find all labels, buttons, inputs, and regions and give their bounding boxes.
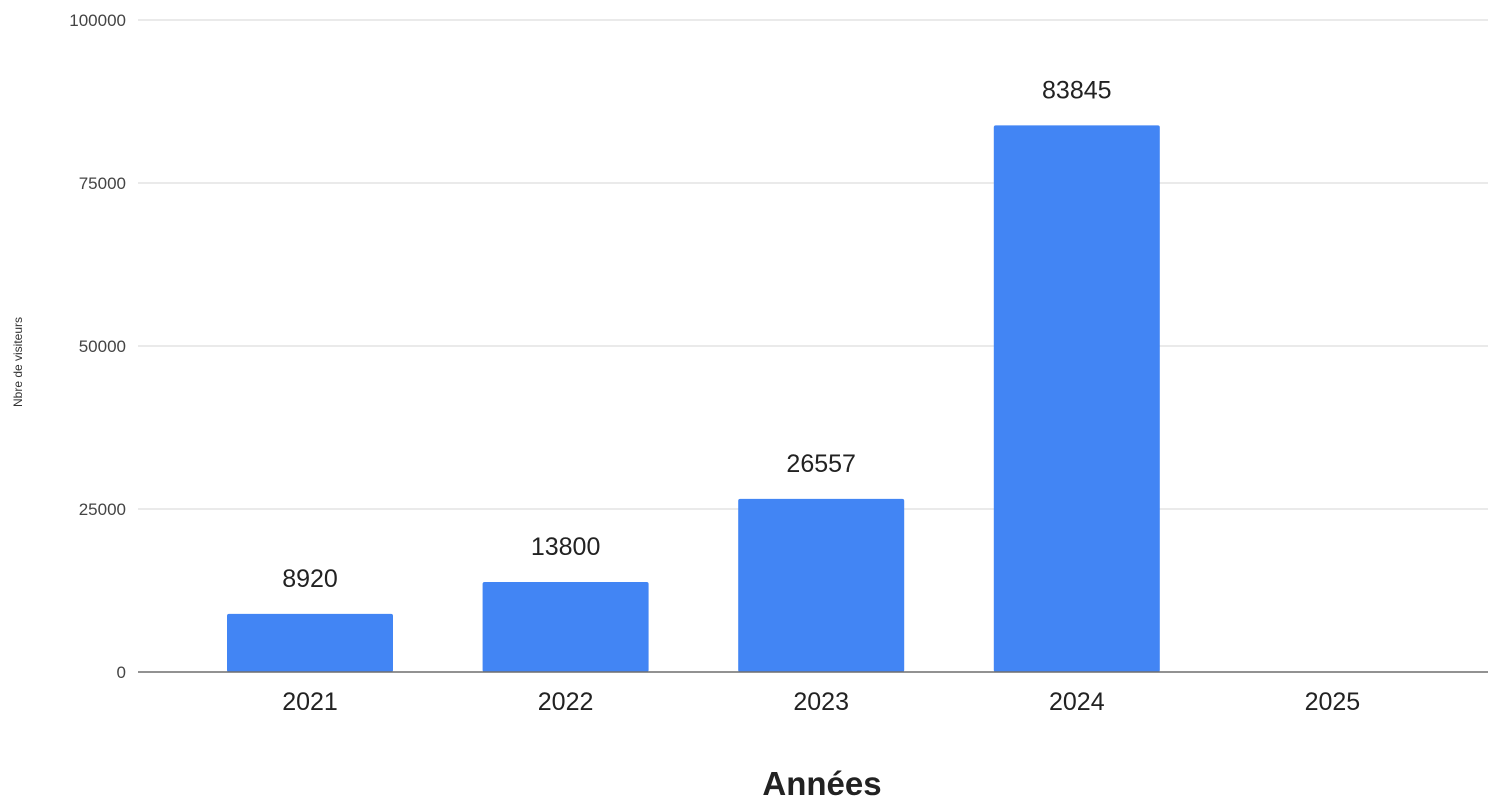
x-axis-ticks: 2021 2022 2023 2024 2025 [282,688,1360,716]
x-tick-label: 2023 [793,688,849,716]
x-tick-label: 2024 [1049,688,1105,716]
y-axis-title: Nbre de visiteurs [11,317,25,407]
bar-value-label: 13800 [531,533,601,561]
y-axis-ticks: 0 25000 50000 75000 100000 [69,11,126,682]
y-tick-label: 100000 [69,11,126,30]
gridlines [138,19,1488,510]
x-tick-label: 2021 [282,688,338,716]
x-tick-label: 2025 [1305,688,1361,716]
y-tick-label: 0 [117,663,126,682]
bar-value-label: 8920 [282,565,338,593]
bar [738,498,905,672]
bars [227,125,1160,673]
bar [482,582,649,672]
y-tick-label: 50000 [79,337,126,356]
y-tick-label: 25000 [79,500,126,519]
x-axis-title: Années [762,765,881,800]
bar-value-label: 83845 [1042,76,1112,104]
bar [227,613,393,672]
data-labels: 8920 13800 26557 83845 [282,76,1111,593]
y-tick-label: 75000 [79,174,126,193]
bar [993,125,1160,673]
x-tick-label: 2022 [538,688,594,716]
bar-value-label: 26557 [786,450,856,478]
